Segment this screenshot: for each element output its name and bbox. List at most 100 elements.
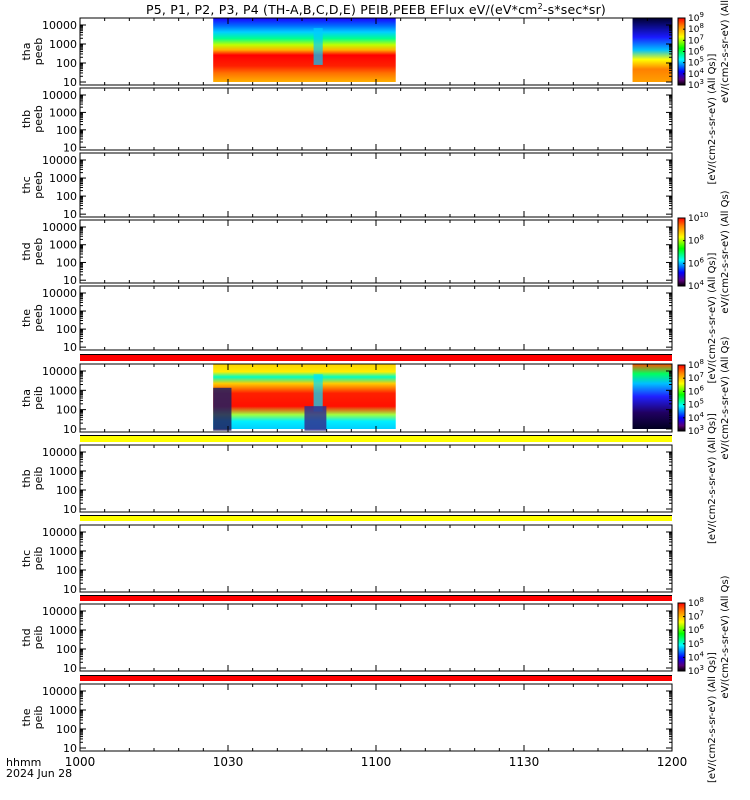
colorbar-tick-label: 106 — [688, 384, 704, 397]
panel-label-product: peeb — [32, 238, 45, 266]
title-tail: -s*sec*sr) — [542, 2, 606, 18]
y-tick-label: 10000 — [42, 154, 77, 167]
colorbar-tick-exponent: 7 — [699, 371, 703, 379]
colorbar-gradient — [677, 602, 686, 672]
panel-label-probe: thd — [20, 242, 33, 260]
x-tick-label: 1000 — [65, 755, 96, 769]
panel-5: 10000 1000 100 10 the peeb — [20, 285, 673, 354]
colorbar-tick-exponent: 4 — [699, 67, 704, 75]
y-tick-label: 100 — [56, 564, 77, 577]
panel-background — [80, 445, 672, 512]
y-tick-label: 10 — [63, 76, 77, 89]
panel-10: 10000 1000 100 10 the peib — [20, 683, 673, 755]
y-tick-label: 10000 — [42, 605, 77, 618]
panel-label-probe: thd — [20, 628, 33, 646]
panel-4: 10000 1000 100 10 thd peeb — [20, 219, 673, 287]
side-units-label: [eV/(cm2-s-sr-eV) (All Qs)] — [707, 652, 718, 783]
colorbar-label: eV/(cm2-s-sr-eV) (All Qs) — [720, 575, 731, 698]
y-tick-label: 10000 — [42, 287, 77, 300]
colorbar-tick-label: 105 — [688, 637, 704, 650]
y-tick-label: 1000 — [49, 305, 77, 318]
colorbar-tick-exponent: 5 — [699, 56, 703, 64]
y-tick-label: 100 — [56, 256, 77, 269]
colorbar-tick-exponent: 8 — [699, 234, 703, 242]
chart-title: P5, P1, P2, P3, P4 (TH-A,B,C,D,E) PEIB,P… — [80, 2, 672, 17]
colorbar-tick-exponent: 5 — [699, 398, 703, 406]
y-tick-label: 10000 — [42, 685, 77, 698]
panel-label-probe: thc — [20, 550, 33, 567]
y-tick-label: 1000 — [49, 704, 77, 717]
colorbar-tick-exponent: 4 — [699, 650, 704, 658]
colorbar-tick-label: 107 — [688, 610, 704, 623]
colorbar-tick-label: 103 — [688, 424, 704, 437]
y-tick-label: 100 — [56, 484, 77, 497]
colorbar-tick-exponent: 3 — [699, 78, 703, 86]
panel-background — [80, 220, 672, 283]
y-tick-label: 10 — [63, 208, 77, 221]
y-tick-label: 10000 — [42, 526, 77, 539]
colorbar-tick-exponent: 6 — [699, 45, 704, 53]
spectrogram-dip — [313, 28, 323, 65]
y-tick-label: 100 — [56, 323, 77, 336]
panel-label-probe: the — [20, 708, 33, 726]
status-bar — [80, 516, 672, 521]
colorbar-tick-label: 108 — [688, 596, 704, 609]
side-units-label: [eV/(cm2-s-sr-eV) (All Qs)] — [707, 252, 718, 383]
panel-7: 10000 1000 100 10 thb peib — [20, 444, 673, 516]
panel-background — [80, 286, 672, 350]
panel-label-product: peib — [32, 626, 45, 650]
y-tick-label: 10000 — [42, 446, 77, 459]
colorbar-tick-label: 108 — [688, 234, 704, 247]
panel-background — [80, 525, 672, 592]
panel-label-probe: thb — [20, 469, 33, 487]
status-bar — [80, 436, 672, 442]
y-tick-label: 10 — [63, 274, 77, 287]
status-bar-edge — [80, 595, 672, 596]
spectrogram-block — [632, 364, 672, 429]
panel-label-product: peib — [32, 547, 45, 571]
y-tick-label: 10 — [63, 583, 77, 596]
x-tick-label: 1200 — [657, 755, 688, 769]
y-tick-label: 100 — [56, 723, 77, 736]
panel-label-probe: tha — [20, 389, 33, 407]
y-tick-label: 10 — [63, 662, 77, 675]
panel-8: 10000 1000 100 10 thc peib — [20, 524, 673, 596]
colorbar-tick-label: 104 — [688, 650, 704, 663]
title-main: P5, P1, P2, P3, P4 (TH-A,B,C,D,E) PEIB,P… — [146, 2, 538, 18]
status-bar — [80, 676, 672, 681]
y-tick-label: 1000 — [49, 38, 77, 51]
colorbar-tick-exponent: 3 — [699, 424, 703, 432]
y-tick-label: 1000 — [49, 172, 77, 185]
colorbar-tick-exponent: 6 — [699, 623, 704, 631]
y-tick-label: 10000 — [42, 365, 77, 378]
spectrogram-dip — [313, 374, 323, 412]
colorbar-label: eV/(cm2-s-sr-eV) (All — [720, 0, 731, 103]
colorbar-tick-label: 106 — [688, 256, 704, 269]
panel-background — [80, 684, 672, 751]
colorbar-tick-exponent: 7 — [699, 33, 703, 41]
panel-6: 10000 1000 100 10 tha peib — [20, 363, 673, 436]
y-tick-label: 1000 — [49, 239, 77, 252]
x-tick-label: 1130 — [509, 755, 540, 769]
spectrogram-block — [632, 18, 672, 82]
y-tick-label: 100 — [56, 643, 77, 656]
y-tick-label: 10 — [63, 742, 77, 755]
side-units-label: [eV/(cm2-s-sr-eV) (All Qs)] — [707, 413, 718, 544]
panel-label-product: peib — [32, 386, 45, 410]
panel-label-probe: thb — [20, 110, 33, 128]
status-bar — [80, 596, 672, 601]
y-tick-label: 100 — [56, 124, 77, 137]
panel-label-product: peeb — [32, 304, 45, 332]
colorbar-tick-label: 1010 — [688, 211, 708, 224]
colorbar-tick-exponent: 8 — [699, 358, 703, 366]
side-units-label: [eV/(cm2-s-sr-eV) (All Qs)] — [707, 53, 718, 184]
panel-1: 10000 1000 100 10 tha peeb — [20, 17, 673, 89]
y-tick-label: 1000 — [49, 106, 77, 119]
panel-label-probe: the — [20, 309, 33, 327]
status-bar-edge — [80, 675, 672, 676]
colorbar-label: eV/(cm2-s-sr-eV) (All Qs) — [720, 336, 731, 459]
colorbar-tick-exponent: 10 — [699, 211, 708, 219]
